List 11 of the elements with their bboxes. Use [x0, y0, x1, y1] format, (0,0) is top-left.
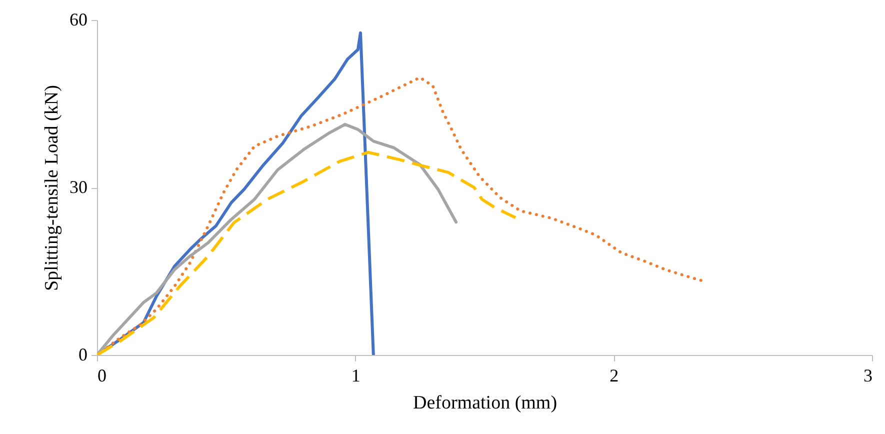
line-series	[97, 150, 517, 355]
line-series	[97, 122, 458, 355]
x-tick-label: 3	[864, 366, 872, 386]
x-tick-label: 1	[351, 366, 360, 386]
y-tick-label: 60	[70, 10, 88, 30]
x-tick-label: 2	[610, 366, 619, 386]
x-tick-label: 0	[98, 366, 106, 386]
y-axis-title: Splitting-tensile Load (kN)	[42, 85, 62, 291]
y-tick-label: 0	[78, 344, 88, 364]
x-axis-title: Deformation (mm)	[412, 392, 558, 414]
y-tick-label: 30	[70, 177, 88, 197]
